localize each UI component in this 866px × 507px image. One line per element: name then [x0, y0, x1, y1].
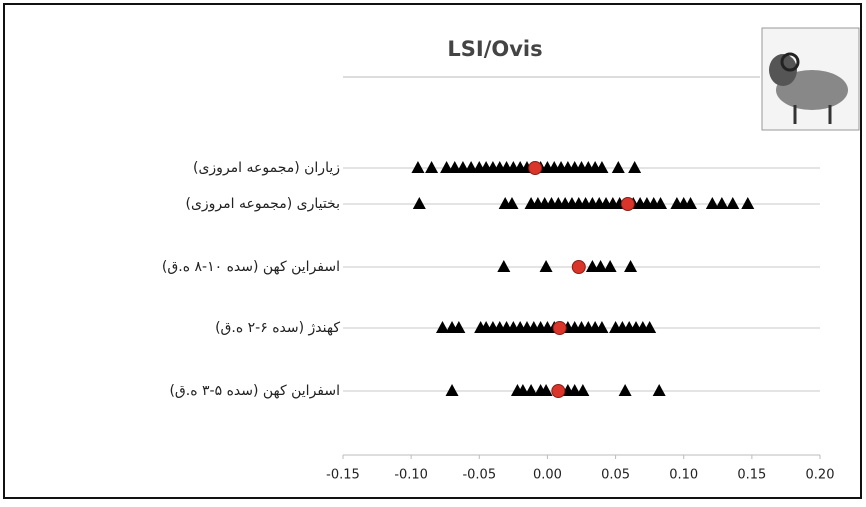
triangle-marker: [497, 260, 511, 272]
triangle-marker: [568, 384, 582, 396]
triangle-marker: [603, 260, 617, 272]
triangle-marker: [440, 161, 454, 173]
x-tick-label: -0.10: [394, 468, 428, 483]
triangle-marker: [516, 384, 530, 396]
category-label: زیاران (مجموعه امروزی): [193, 160, 340, 176]
triangle-marker: [464, 161, 478, 173]
triangle-marker: [618, 384, 632, 396]
mean-marker: [620, 197, 635, 211]
triangle-marker: [576, 384, 590, 396]
x-tick-label: -0.05: [462, 468, 496, 483]
triangle-marker: [452, 321, 466, 333]
category-label: اسفراین کهن (سده ۱۰-۸ ه.ق): [162, 259, 340, 275]
triangle-marker: [445, 384, 459, 396]
triangle-marker: [448, 161, 462, 173]
x-tick-label: 0.20: [806, 468, 835, 483]
x-tick-label: -0.15: [326, 468, 360, 483]
x-tick-label: 0.00: [533, 468, 562, 483]
triangle-marker: [594, 260, 608, 272]
triangle-marker: [505, 197, 519, 209]
triangle-marker: [539, 384, 553, 396]
triangle-marker: [726, 197, 740, 209]
triangle-marker: [412, 197, 426, 209]
triangle-marker: [524, 384, 538, 396]
x-tick-label: 0.10: [669, 468, 698, 483]
triangle-marker: [425, 161, 439, 173]
frame: [3, 3, 862, 499]
triangle-marker: [741, 197, 755, 209]
triangle-marker: [411, 161, 425, 173]
triangle-marker: [456, 161, 470, 173]
x-tick-label: 0.15: [737, 468, 766, 483]
triangle-marker: [652, 384, 666, 396]
mean-marker: [552, 321, 567, 335]
mean-marker: [571, 260, 586, 274]
mean-marker: [528, 161, 543, 175]
triangle-marker: [435, 321, 449, 333]
triangle-marker: [624, 260, 638, 272]
triangle-marker: [643, 321, 657, 333]
triangle-marker: [628, 161, 642, 173]
triangle-marker: [705, 197, 719, 209]
category-label: کهندژ (سده ۶-۲ ه.ق): [215, 320, 340, 336]
triangle-marker: [611, 161, 625, 173]
triangle-marker: [715, 197, 729, 209]
category-label: اسفراین کهن (سده ۵-۳ ه.ق): [169, 383, 340, 399]
triangle-marker: [539, 260, 553, 272]
triangle-marker: [654, 197, 668, 209]
mean-marker: [551, 384, 566, 398]
chart-title: LSI/Ovis: [447, 37, 542, 61]
triangle-marker: [585, 260, 599, 272]
triangle-marker: [595, 321, 609, 333]
sheep-image: [761, 27, 860, 131]
x-tick-label: 0.05: [601, 468, 630, 483]
triangle-marker: [684, 197, 698, 209]
category-label: بختیاری (مجموعه امروزی): [185, 196, 340, 212]
triangle-marker: [595, 161, 609, 173]
